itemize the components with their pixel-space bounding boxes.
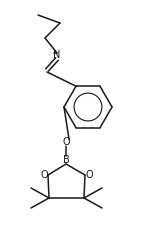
Text: O: O xyxy=(62,137,70,147)
Text: B: B xyxy=(63,155,69,165)
Text: O: O xyxy=(40,170,48,180)
Text: O: O xyxy=(85,170,93,180)
Text: N: N xyxy=(53,50,61,60)
